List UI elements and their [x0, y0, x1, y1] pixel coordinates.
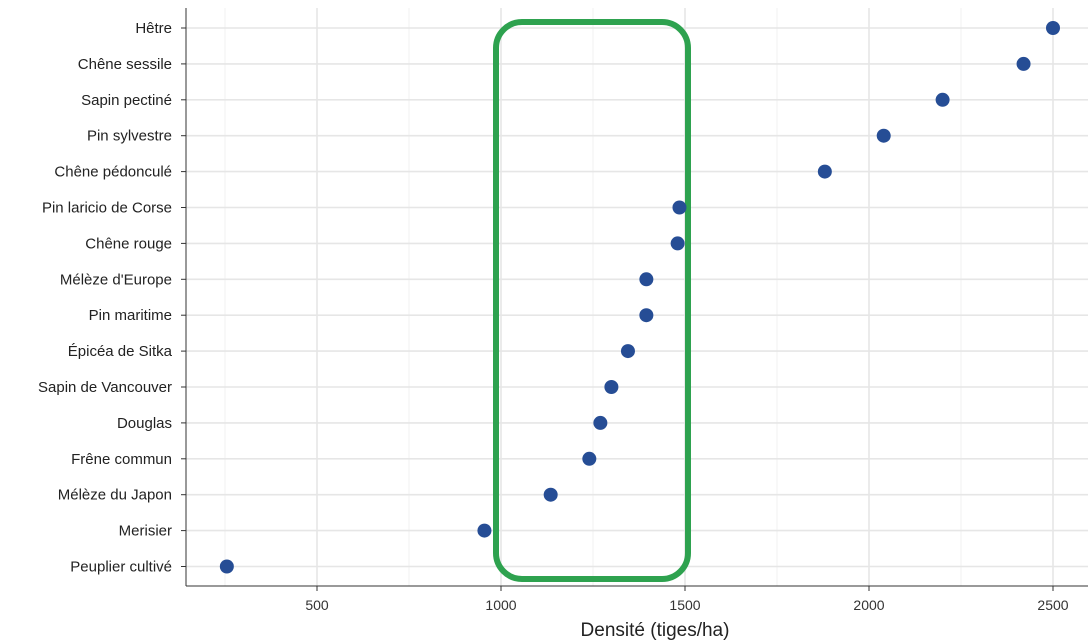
data-point	[477, 523, 492, 538]
category-label: Peuplier cultivé	[70, 559, 172, 576]
x-tick-label: 2500	[1037, 597, 1068, 613]
data-point	[639, 308, 654, 323]
data-point	[219, 559, 234, 574]
category-label: Douglas	[117, 415, 172, 432]
data-point	[639, 272, 654, 287]
category-label: Sapin pectiné	[81, 92, 172, 109]
x-tick-label: 500	[305, 597, 329, 613]
category-label: Chêne pédonculé	[54, 164, 172, 181]
x-tick-label: 1000	[485, 597, 516, 613]
x-tick-label: 2000	[853, 597, 884, 613]
x-tick-label: 1500	[669, 597, 700, 613]
category-label: Merisier	[119, 523, 172, 540]
data-point	[817, 164, 832, 179]
category-label: Mélèze du Japon	[58, 487, 172, 504]
category-label: Pin sylvestre	[87, 128, 172, 145]
category-label: Sapin de Vancouver	[38, 379, 172, 396]
data-point	[1046, 21, 1060, 35]
data-point	[593, 415, 608, 430]
category-label: Frêne commun	[71, 451, 172, 468]
data-point	[1016, 56, 1031, 71]
x-axis-title: Densité (tiges/ha)	[581, 620, 730, 641]
category-label: Pin maritime	[89, 307, 172, 324]
highlight-box	[493, 19, 691, 582]
highlight-layer	[493, 19, 691, 582]
category-label: Hêtre	[135, 20, 172, 37]
plot-background	[186, 8, 1088, 586]
data-point	[672, 200, 687, 215]
category-label: Mélèze d'Europe	[60, 271, 172, 288]
category-label: Chêne rouge	[85, 235, 172, 252]
category-label: Chêne sessile	[78, 56, 172, 73]
x-ticks: 500 1000 1500 2000 2500	[305, 586, 1069, 613]
data-point	[670, 236, 685, 251]
data-point	[604, 380, 619, 394]
data-point	[935, 92, 950, 107]
data-point	[543, 487, 558, 502]
data-point	[582, 451, 597, 466]
category-label: Pin laricio de Corse	[42, 200, 172, 217]
data-point	[620, 344, 635, 359]
data-points	[219, 21, 1060, 574]
category-label: Épicéa de Sitka	[68, 343, 173, 360]
y-ticks: Hêtre Chêne sessile Sapin pectiné Pin sylve…	[38, 20, 186, 576]
data-point	[876, 128, 891, 143]
